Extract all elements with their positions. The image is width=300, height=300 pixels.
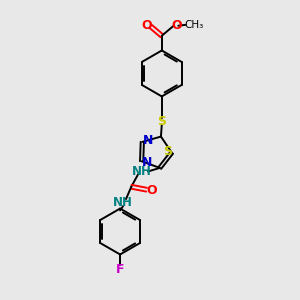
Text: S: S	[163, 145, 172, 158]
Text: O: O	[141, 19, 152, 32]
Text: N: N	[142, 156, 152, 169]
Text: S: S	[157, 115, 166, 128]
Text: NH: NH	[113, 196, 133, 208]
Text: O: O	[172, 19, 182, 32]
Text: CH₃: CH₃	[184, 20, 203, 30]
Text: N: N	[142, 134, 153, 147]
Text: F: F	[116, 263, 124, 276]
Text: NH: NH	[132, 165, 152, 178]
Text: O: O	[146, 184, 157, 197]
